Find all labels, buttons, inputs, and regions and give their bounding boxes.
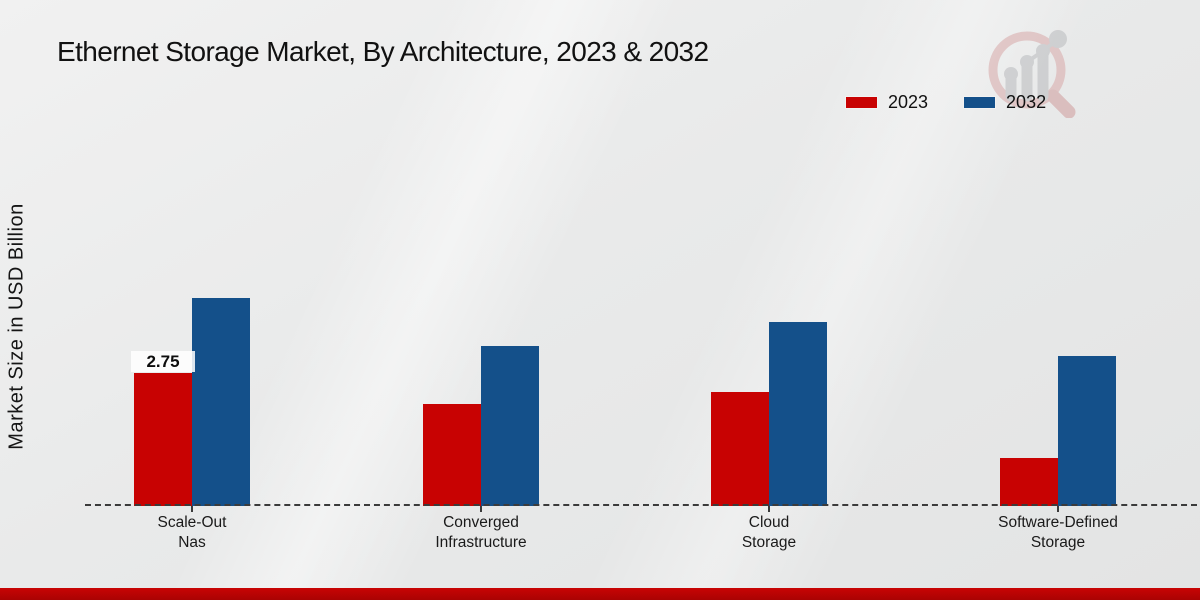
x-tick-converged-infrastructure <box>480 506 482 512</box>
legend-item-2032: 2032 <box>963 92 1046 113</box>
bar-2023-cloud-storage <box>711 392 769 506</box>
bar-2032-software-defined-storage <box>1058 356 1116 506</box>
legend-label-2032: 2032 <box>1006 92 1047 112</box>
magnifier-trend-logo <box>988 30 1076 118</box>
bar-2032-scale-out-nas <box>192 298 250 506</box>
bar-2023-software-defined-storage <box>1000 458 1058 506</box>
bar-value-label: 2.75 <box>131 351 195 372</box>
x-tick-scale-out-nas <box>191 506 193 512</box>
bar-2023-converged-infrastructure <box>423 404 481 506</box>
x-tick-label-cloud-storage: Cloud Storage <box>741 514 797 551</box>
bottom-red-band <box>0 588 1200 600</box>
x-tick-label-converged-infrastructure: Converged Infrastructure <box>435 514 527 551</box>
legend-label-2023: 2023 <box>888 92 929 112</box>
legend-swatch-2023 <box>845 96 878 109</box>
x-tick-label-software-defined-storage: Software-Defined Storage <box>998 514 1118 551</box>
x-axis-baseline <box>85 504 1197 506</box>
legend-swatch-2032 <box>963 96 997 109</box>
x-tick-software-defined-storage <box>1057 506 1059 512</box>
x-tick-label-scale-out-nas: Scale-Out Nas <box>157 514 227 551</box>
x-tick-cloud-storage <box>768 506 770 512</box>
legend-item-2023: 2023 <box>845 92 928 113</box>
bar-2032-cloud-storage <box>769 322 827 506</box>
bar-2023-scale-out-nas <box>134 373 192 506</box>
bar-2032-converged-infrastructure <box>481 346 539 506</box>
legend: 2023 2032 <box>845 92 1046 113</box>
chart-title: Ethernet Storage Market, By Architecture… <box>57 36 709 67</box>
